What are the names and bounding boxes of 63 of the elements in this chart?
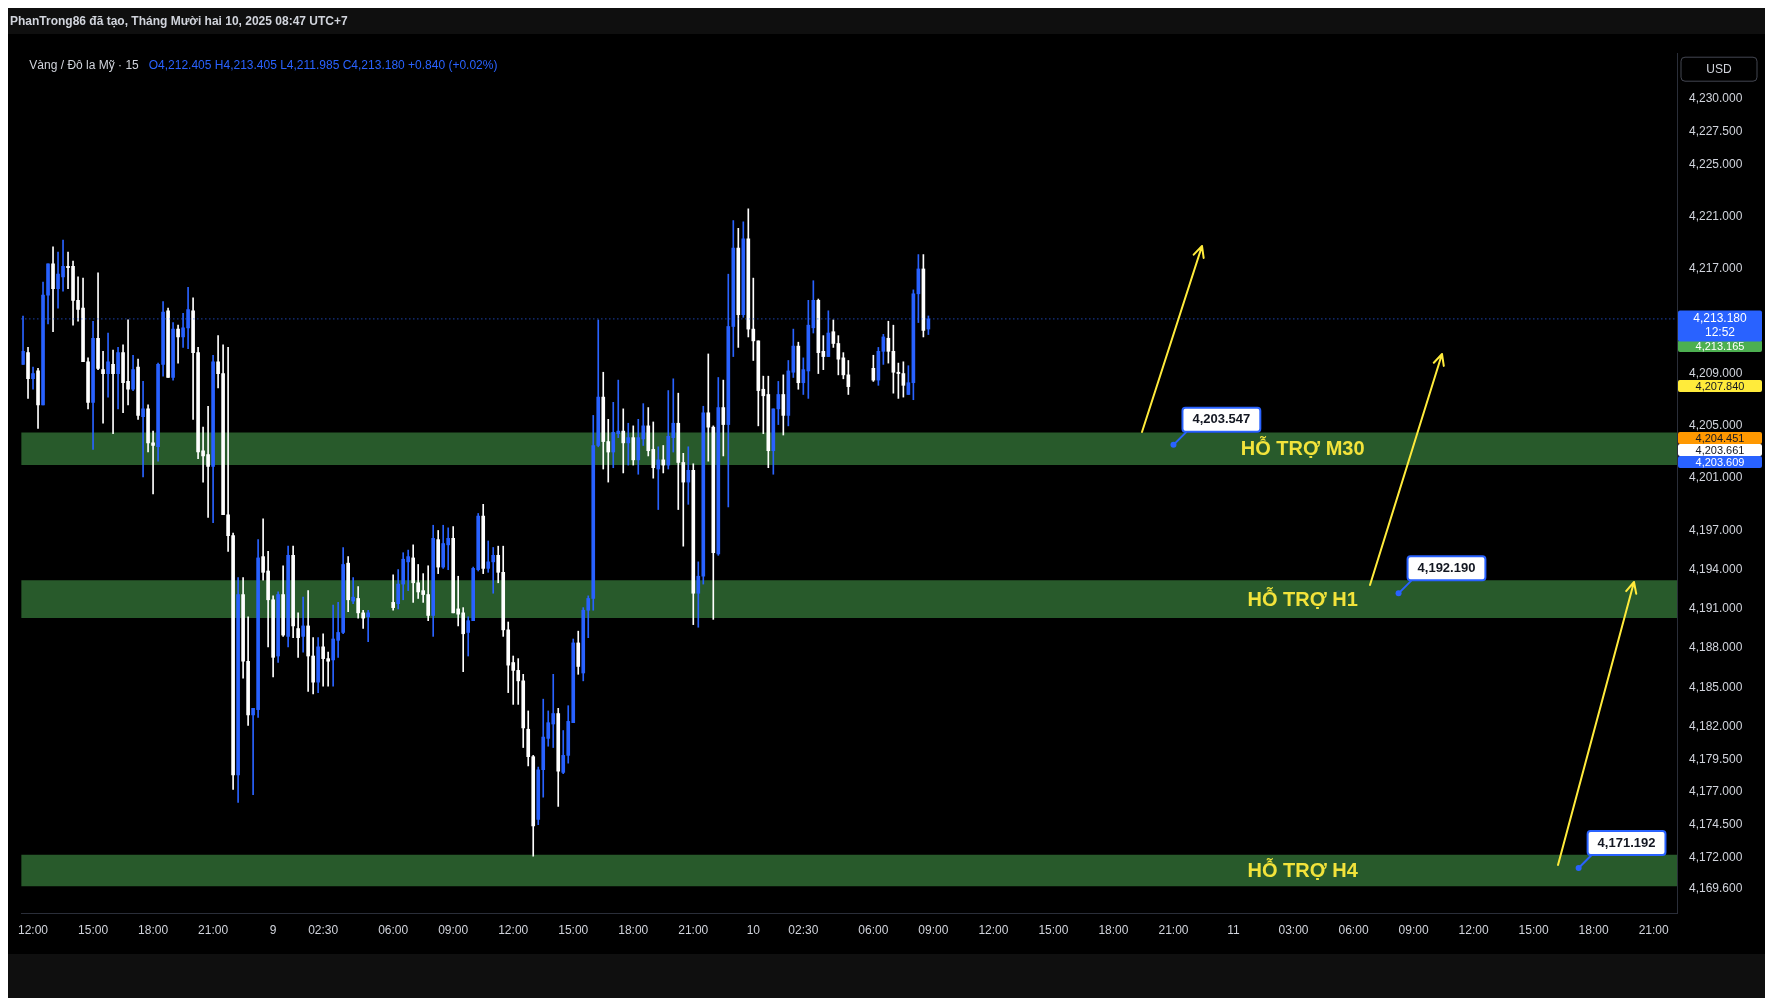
x-tick-label: 18:00 (1098, 923, 1129, 938)
x-tick-label: 12:00 (18, 923, 49, 938)
x-tick-label: 9 (269, 923, 277, 938)
x-tick-label: 09:00 (1398, 923, 1429, 938)
y-tick-label: 4,188.000 (1689, 640, 1743, 655)
x-tick-label: 15:00 (78, 923, 109, 938)
y-axis-title: USD (1706, 61, 1732, 76)
x-tick-label: 06:00 (1338, 923, 1369, 938)
y-tick-label: 4,194.000 (1689, 562, 1743, 577)
y-tick-label: 4,227.500 (1689, 123, 1743, 138)
y-tick-label: 4,230.000 (1689, 91, 1743, 106)
annotation: 4,203.547 (1192, 411, 1251, 427)
x-tick-label: 03:00 (1278, 923, 1309, 938)
band-label: HỖ TRỢ M30 (1240, 436, 1365, 460)
y-tick-label: 4,225.000 (1689, 156, 1743, 171)
x-tick-label: 15:00 (558, 923, 589, 938)
x-tick-label: 18:00 (618, 923, 649, 938)
x-tick-label: 21:00 (678, 923, 709, 938)
y-tick-label: 4,205.000 (1689, 418, 1743, 433)
x-tick-label: 06:00 (858, 923, 889, 938)
x-tick-label: 12:00 (1458, 923, 1489, 938)
y-tick-label: 4,169.600 (1689, 881, 1743, 896)
y-tick-label: 4,217.000 (1689, 261, 1743, 276)
y-tick-label: 4,209.000 (1689, 365, 1743, 380)
x-tick-label: 21:00 (1638, 923, 1669, 938)
y-tick-label: 4,201.000 (1689, 470, 1743, 485)
x-tick-label: 12:00 (978, 923, 1009, 938)
y-tick-label: 4,172.000 (1689, 849, 1743, 864)
band-label: HỖ TRỢ H1 (1247, 586, 1358, 610)
ref-line-label: 4,213.180 12:52 (1693, 310, 1748, 339)
x-tick-label: 02:30 (788, 923, 819, 938)
y-tick-label: 4,185.000 (1689, 679, 1743, 694)
y-tick-label: 4,179.500 (1689, 751, 1743, 766)
text: 4,213.165 (1695, 339, 1745, 352)
y-tick-label: 4,221.000 (1689, 208, 1743, 223)
text: 4,204.451 (1695, 431, 1745, 444)
x-tick-label: 11 (1227, 923, 1241, 938)
chart-title: PhanTrong86 đã tạo, Tháng Mười hai 10, 2025 08:47 UTC+7 (9, 13, 349, 30)
annotation: O4,212.405 H4,213.405 L4,211.985 C4,213.180 +0.840 (+0.02%) (148, 57, 498, 72)
x-tick-label: 10 (746, 923, 761, 938)
x-tick-label: 18:00 (1578, 923, 1609, 938)
y-tick-label: 4,197.000 (1689, 522, 1743, 537)
x-tick-label: 15:00 (1518, 923, 1549, 938)
y-tick-label: 4,191.000 (1689, 601, 1743, 616)
text: 4,203.609 (1695, 455, 1745, 468)
x-tick-label: 21:00 (1158, 923, 1189, 938)
x-tick-label: 18:00 (138, 923, 169, 938)
y-tick-label: 4,174.500 (1689, 817, 1743, 831)
annotation: 4,192.190 (1417, 559, 1476, 575)
band-label: HỖ TRỢ H4 (1247, 857, 1359, 881)
y-tick-label: 4,177.000 (1689, 784, 1743, 799)
chart-subtitle: Vàng / Đô la Mỹ · 15 (29, 57, 140, 72)
x-tick-label: 12:00 (498, 923, 529, 938)
y-tick-label: 4,182.000 (1689, 718, 1743, 733)
text: 4,203.661 (1695, 443, 1745, 456)
x-tick-label: 02:30 (308, 923, 339, 938)
annotation: 4,171.192 (1597, 834, 1656, 850)
x-tick-label: 09:00 (438, 923, 469, 938)
x-tick-label: 09:00 (918, 923, 949, 938)
text: 4,207.840 (1695, 379, 1745, 392)
x-tick-label: 15:00 (1038, 923, 1069, 938)
x-tick-label: 06:00 (378, 923, 409, 938)
x-tick-label: 21:00 (198, 923, 229, 938)
